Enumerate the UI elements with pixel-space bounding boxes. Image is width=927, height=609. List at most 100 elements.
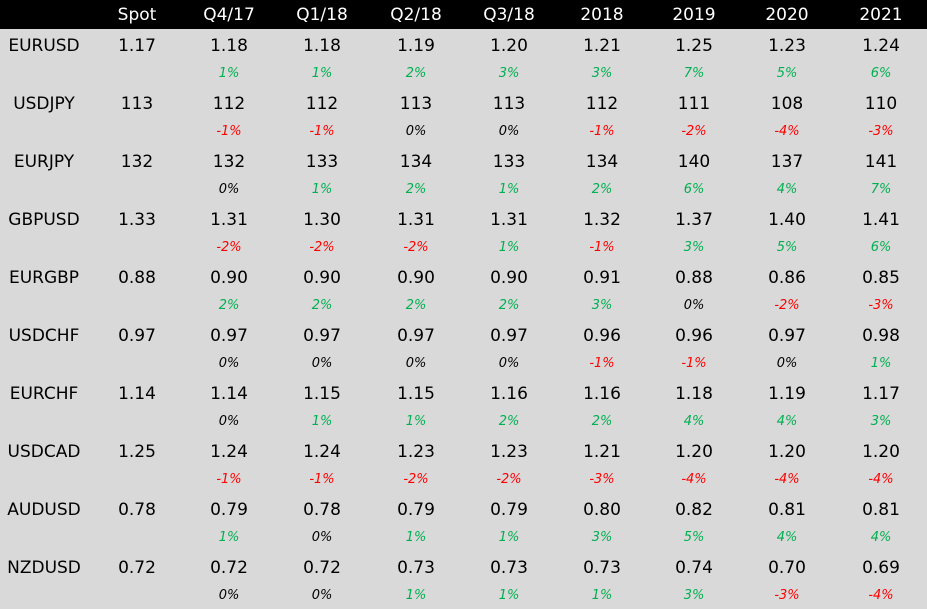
rate-value: 0.73 — [583, 558, 621, 578]
rate-value: 0.79 — [397, 500, 435, 520]
rate-value: 1.32 — [583, 210, 621, 230]
change-percent: -4% — [681, 472, 707, 487]
change-percent: 1% — [311, 66, 333, 81]
rate-value: 1.20 — [862, 442, 900, 462]
currency-pair-label: USDJPY — [13, 94, 75, 114]
change-percent: 3% — [591, 66, 613, 81]
rate-value: 112 — [585, 94, 619, 114]
currency-pair-label: EURGBP — [8, 268, 80, 288]
change-percent: 5% — [683, 530, 705, 545]
rate-value: 141 — [864, 152, 898, 172]
change-percent: 4% — [776, 530, 798, 545]
change-percent: 7% — [870, 182, 892, 197]
change-percent: 1% — [311, 414, 333, 429]
rate-value: 0.82 — [675, 500, 713, 520]
change-percent: 0% — [311, 588, 333, 603]
rate-value: 0.72 — [210, 558, 248, 578]
change-percent: 1% — [870, 356, 892, 371]
rate-value: 1.41 — [862, 210, 900, 230]
change-percent: 0% — [311, 530, 333, 545]
rate-value: 1.14 — [210, 384, 248, 404]
change-percent: -2% — [403, 240, 429, 255]
change-percent: 1% — [591, 588, 613, 603]
rate-value: 1.20 — [768, 442, 806, 462]
change-percent: 0% — [218, 356, 240, 371]
rate-value: 0.85 — [862, 268, 900, 288]
change-percent: 3% — [498, 66, 520, 81]
rate-value: 140 — [677, 152, 711, 172]
change-percent: 3% — [591, 530, 613, 545]
rate-value: 0.97 — [303, 326, 341, 346]
change-percent: -3% — [774, 588, 800, 603]
rate-value: 1.24 — [303, 442, 341, 462]
change-percent: 5% — [776, 240, 798, 255]
rate-value: 134 — [399, 152, 433, 172]
rate-value: 113 — [399, 94, 433, 114]
column-header: 2019 — [672, 5, 716, 25]
rate-value: 1.18 — [210, 36, 248, 56]
rate-value: 1.31 — [210, 210, 248, 230]
rate-value: 1.18 — [303, 36, 341, 56]
change-percent: 2% — [591, 414, 613, 429]
column-header: Q1/18 — [296, 5, 348, 25]
change-percent: -4% — [774, 124, 800, 139]
rate-value: 1.25 — [675, 36, 713, 56]
rate-value: 132 — [120, 152, 154, 172]
table-row: EURJPY 132 132 133 134 133 134 140 137 141 0% 1% 2% 1… — [0, 145, 927, 203]
change-percent: 0% — [218, 182, 240, 197]
rate-value: 1.20 — [490, 36, 528, 56]
change-percent: 0% — [218, 414, 240, 429]
change-percent: 1% — [311, 182, 333, 197]
rate-value: 111 — [677, 94, 711, 114]
rate-value: 1.18 — [675, 384, 713, 404]
rate-value: 1.17 — [118, 36, 156, 56]
rate-value: 1.33 — [118, 210, 156, 230]
table-row: GBPUSD 1.33 1.31 1.30 1.31 1.31 1.32 1.37 1.40 1.… — [0, 203, 927, 261]
change-percent: -1% — [589, 356, 615, 371]
change-percent: 1% — [498, 530, 520, 545]
table-header-row: Spot Q4/17 Q1/18 Q2/18 Q3/18 2018 2019 2020 2021 — [0, 0, 927, 29]
rate-value: 0.80 — [583, 500, 621, 520]
change-percent: -2% — [216, 240, 242, 255]
column-header: Q4/17 — [203, 5, 255, 25]
column-header: 2018 — [580, 5, 624, 25]
change-percent: 0% — [776, 356, 798, 371]
rate-value: 0.78 — [118, 500, 156, 520]
rate-value: 132 — [212, 152, 246, 172]
change-percent: 1% — [498, 182, 520, 197]
column-header: Spot — [117, 5, 157, 25]
rate-value: 0.72 — [303, 558, 341, 578]
change-percent: -2% — [403, 472, 429, 487]
table-row: EURUSD 1.17 1.18 1.18 1.19 1.20 1.21 1.25 1.23 1.… — [0, 29, 927, 87]
rate-value: 1.24 — [210, 442, 248, 462]
currency-pair-label: USDCAD — [7, 442, 81, 462]
change-percent: 2% — [498, 414, 520, 429]
rate-value: 0.72 — [118, 558, 156, 578]
rate-value: 1.21 — [583, 442, 621, 462]
change-percent: 0% — [498, 124, 520, 139]
change-percent: 6% — [870, 66, 892, 81]
change-percent: -1% — [589, 124, 615, 139]
rate-value: 1.31 — [397, 210, 435, 230]
column-header: 2020 — [765, 5, 809, 25]
currency-pair-label: EURJPY — [13, 152, 75, 172]
rate-value: 1.19 — [397, 36, 435, 56]
change-percent: 0% — [498, 356, 520, 371]
change-percent: 4% — [776, 414, 798, 429]
rate-value: 1.19 — [768, 384, 806, 404]
change-percent: 1% — [405, 530, 427, 545]
rate-value: 0.91 — [583, 268, 621, 288]
rate-value: 0.69 — [862, 558, 900, 578]
change-percent: 0% — [405, 124, 427, 139]
change-percent: 3% — [683, 588, 705, 603]
rate-value: 0.73 — [397, 558, 435, 578]
rate-value: 1.23 — [768, 36, 806, 56]
rate-value: 0.74 — [675, 558, 713, 578]
change-percent: 2% — [591, 182, 613, 197]
change-percent: 3% — [591, 298, 613, 313]
rate-value: 1.24 — [862, 36, 900, 56]
change-percent: 1% — [498, 240, 520, 255]
change-percent: 2% — [405, 182, 427, 197]
currency-pair-label: EURUSD — [8, 36, 80, 56]
